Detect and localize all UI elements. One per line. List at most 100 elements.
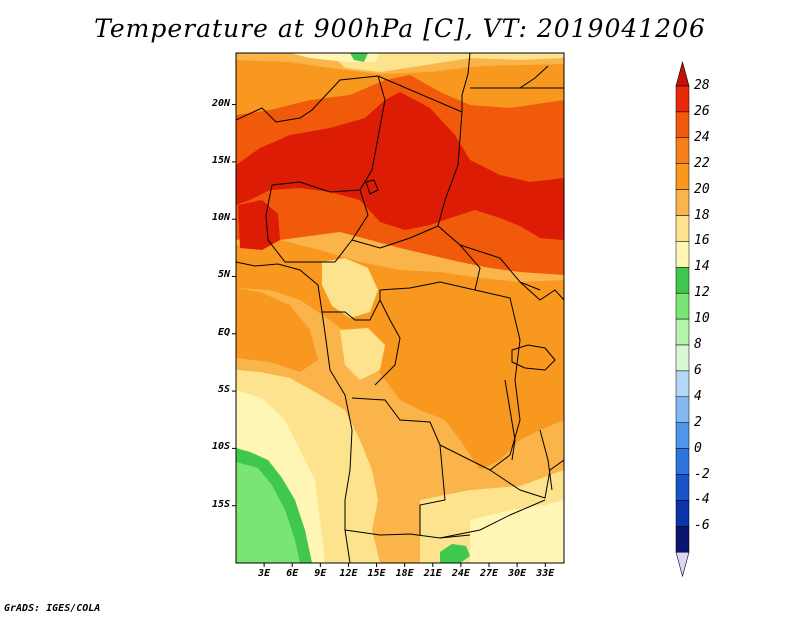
- border-libya-chad: [377, 53, 471, 113]
- colorbar-label: 4: [694, 388, 702, 404]
- colorbar-swatch: [675, 215, 690, 242]
- footer-credit: GrADS: IGES/COLA: [4, 603, 101, 614]
- fill-green-north: [350, 53, 368, 62]
- colorbar-swatch: [675, 85, 690, 113]
- fill-pale-north: [236, 53, 564, 72]
- fill-orange-central: [236, 240, 564, 470]
- border-car: [351, 225, 481, 291]
- fill-deepred-core: [236, 92, 564, 240]
- colorbar-swatch: [675, 292, 690, 320]
- colorbar-top-arrow: [675, 60, 690, 87]
- colorbar-swatch: [675, 422, 690, 449]
- fill-green-south-spot: [440, 544, 470, 563]
- lon-label: 30E: [508, 568, 527, 579]
- colorbar-label: 10: [694, 311, 710, 327]
- coastline-west: [236, 261, 353, 563]
- colorbar-label: 20: [694, 181, 710, 197]
- fill-orange-west-coast: [236, 288, 318, 372]
- colorbar-label: -4: [694, 492, 710, 508]
- fill-deepred-west: [238, 200, 280, 250]
- colorbar-label: 6: [694, 362, 702, 378]
- colorbar-label: -2: [694, 466, 710, 482]
- colorbar-label: 12: [694, 285, 710, 301]
- colorbar-label: 0: [694, 440, 702, 456]
- colorbar-label: 22: [694, 155, 710, 171]
- lat-label: 15S: [211, 498, 230, 510]
- lat-label: 15N: [211, 154, 230, 166]
- colorbar-label: 18: [694, 207, 710, 223]
- border-congo-drc: [374, 299, 401, 386]
- map-title: Temperature at 900hPa [C], VT: 201904120…: [94, 14, 706, 43]
- fill-pale-congo: [340, 328, 385, 380]
- colorbar-swatch: [675, 344, 690, 372]
- colorbar-swatch: [675, 189, 690, 216]
- fill-pale-cameroon: [322, 258, 378, 318]
- colorbar-swatch: [675, 396, 690, 423]
- border-chad-sudan: [437, 111, 463, 227]
- lat-ticks: [232, 104, 236, 507]
- lon-label: 21E: [423, 568, 442, 579]
- colorbar-swatch: [675, 370, 690, 398]
- colorbar-swatch: [675, 111, 690, 139]
- border-nigeria-cameroon: [265, 184, 322, 263]
- border-niger-chad: [359, 75, 386, 191]
- border-gabon-congo: [322, 290, 381, 321]
- border-sudan-south: [459, 244, 541, 291]
- colorbar-label: 24: [694, 129, 710, 145]
- lon-label: 33E: [536, 568, 555, 579]
- lake-victoria: [511, 344, 556, 371]
- border-east-africa: [519, 281, 564, 301]
- lon-label: 18E: [395, 568, 414, 579]
- lon-label: 24E: [451, 568, 470, 579]
- lon-ticks: [263, 563, 546, 567]
- colorbar-swatch: [675, 526, 690, 553]
- border-angola-east: [419, 444, 446, 535]
- colorbar: [675, 60, 690, 578]
- lat-label: EQ: [217, 326, 230, 338]
- colorbar-label: 28: [694, 78, 710, 93]
- colorbar-swatch: [675, 474, 690, 501]
- colorbar-swatch: [675, 500, 690, 527]
- border-zambia-east: [489, 459, 564, 499]
- lat-label: 20N: [211, 97, 230, 109]
- lon-label: 6E: [286, 568, 299, 579]
- colorbar-label: 8: [694, 337, 702, 352]
- border-angola-north: [351, 397, 471, 461]
- colorbar-label: -6: [694, 518, 710, 534]
- border-angola-namibia: [344, 529, 471, 539]
- lake-malawi: [539, 429, 553, 491]
- colorbar-swatch: [675, 241, 690, 268]
- border-car-drc: [379, 281, 476, 291]
- border-nigeria-niger: [271, 181, 361, 193]
- lake-chad: [365, 179, 379, 195]
- colorbar-label: 16: [694, 233, 710, 249]
- colorbar-swatch: [675, 137, 690, 164]
- map-frame: [235, 52, 565, 564]
- border-mali-niger: [236, 75, 379, 123]
- lon-label: 3E: [258, 568, 271, 579]
- border-drc-east: [469, 289, 521, 471]
- lake-tanganyika: [504, 379, 516, 461]
- colorbar-label: 26: [694, 103, 710, 119]
- fill-lightgreen-coast: [236, 462, 300, 563]
- lon-label: 9E: [314, 568, 327, 579]
- colorbar-swatch: [675, 318, 690, 346]
- fill-cream-southeast: [470, 500, 564, 563]
- colorbar-swatch: [675, 448, 690, 475]
- colorbar-label: 2: [694, 414, 702, 430]
- colorbar-label: 14: [694, 259, 710, 275]
- lat-label: 10N: [211, 212, 230, 224]
- country-borders: [236, 53, 564, 563]
- lon-label: 15E: [367, 568, 386, 579]
- colorbar-swatch: [675, 163, 690, 190]
- colorbar-bottom-arrow: [675, 551, 690, 578]
- colorbar-swatch: [675, 267, 690, 294]
- lon-label: 27E: [479, 568, 499, 579]
- lon-label: 12E: [339, 568, 358, 579]
- lat-label: 10S: [211, 441, 230, 453]
- border-zambia-south: [439, 499, 546, 539]
- red-sea-coast: [519, 65, 549, 89]
- map-panel: [236, 53, 564, 563]
- lat-label: 5S: [217, 384, 230, 396]
